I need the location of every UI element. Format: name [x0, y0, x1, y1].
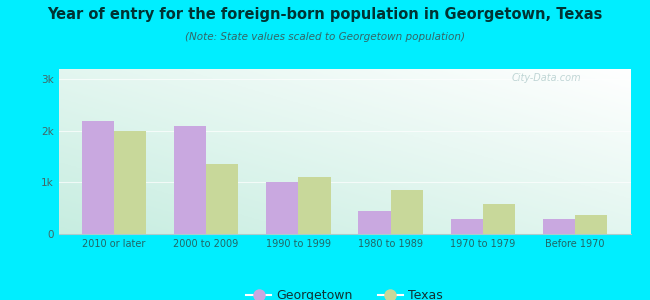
Legend: Georgetown, Texas: Georgetown, Texas: [241, 284, 448, 300]
Text: (Note: State values scaled to Georgetown population): (Note: State values scaled to Georgetown…: [185, 32, 465, 41]
Text: Year of entry for the foreign-born population in Georgetown, Texas: Year of entry for the foreign-born popul…: [47, 8, 603, 22]
Bar: [575, 215, 608, 234]
Text: City-Data.com: City-Data.com: [511, 73, 581, 83]
Bar: [483, 204, 515, 234]
Bar: [114, 131, 146, 234]
Bar: [81, 121, 114, 234]
Bar: [450, 219, 483, 234]
Bar: [298, 177, 331, 234]
Bar: [358, 211, 391, 234]
Bar: [266, 182, 298, 234]
Bar: [206, 164, 239, 234]
Bar: [543, 218, 575, 234]
Bar: [174, 126, 206, 234]
Bar: [391, 190, 423, 234]
